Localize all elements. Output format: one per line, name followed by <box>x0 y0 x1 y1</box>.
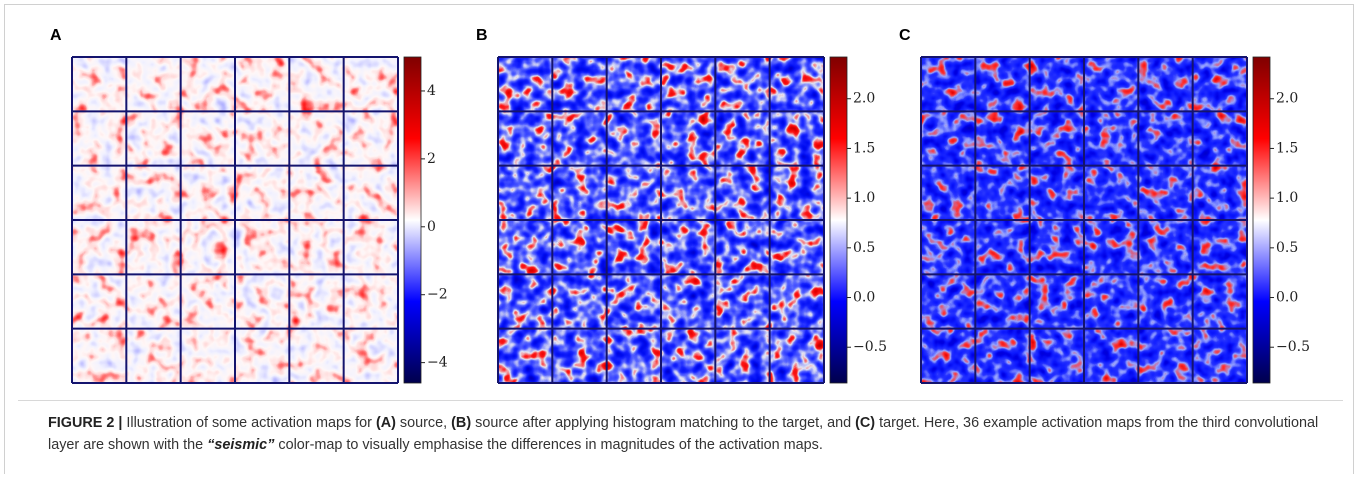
caption-emphasis: “seismic” <box>207 437 275 453</box>
colorbar-tick-label: −4 <box>427 355 448 371</box>
colorbar <box>1252 56 1271 384</box>
caption-ref: (A) <box>375 415 396 431</box>
colorbar-tick-label: 4 <box>427 83 436 99</box>
caption-ref: (C) <box>855 415 876 431</box>
colorbar-tick-label: −0.5 <box>1276 339 1310 355</box>
panel-label: C <box>899 27 911 44</box>
colorbar-tick-label: 0.0 <box>1276 290 1298 306</box>
caption-text: source after applying histogram matching… <box>471 415 856 431</box>
panel-label: A <box>50 27 62 44</box>
colorbar-tick-label: 2.0 <box>1276 91 1298 107</box>
caption-text: color-map to visually emphasise the diff… <box>274 437 823 453</box>
colorbar-tick-label: 1.0 <box>853 190 875 206</box>
colorbar-tick-label: 0.5 <box>853 240 875 256</box>
caption-ref: (B) <box>451 415 472 431</box>
colorbar-tick-label: −2 <box>427 287 448 303</box>
colorbar-tick-label: 2.0 <box>853 91 875 107</box>
caption-text: Illustration of some activation maps for <box>122 415 376 431</box>
colorbar-tick-label: 1.0 <box>1276 190 1298 206</box>
caption-text: source, <box>395 415 452 431</box>
separator <box>18 400 1343 401</box>
colorbar <box>829 56 848 384</box>
colorbar-tick-label: −0.5 <box>853 339 887 355</box>
caption: FIGURE 2 | Illustration of some activati… <box>48 412 1323 456</box>
figure-frame <box>4 4 1354 474</box>
figure: A 4 2 0 −2 −4 B 2.0 1.5 1.0 0.5 0.0 −0.5 C 2.0 1.5 1.0 0.… <box>50 27 1310 384</box>
colorbar-tick-label: 0.0 <box>853 290 875 306</box>
colorbar-tick-label: 2 <box>427 151 436 167</box>
colorbar <box>403 56 422 384</box>
caption-text: target. Here, 36 example activation maps… <box>48 415 1319 453</box>
colorbar-tick-label: 1.5 <box>1276 140 1298 156</box>
colorbar-tick-label: 0 <box>427 219 436 235</box>
figure-label: FIGURE 2 | <box>48 415 123 431</box>
colorbar-tick-label: 1.5 <box>853 140 875 156</box>
colorbar-tick-label: 0.5 <box>1276 240 1298 256</box>
panel-label: B <box>476 27 488 44</box>
